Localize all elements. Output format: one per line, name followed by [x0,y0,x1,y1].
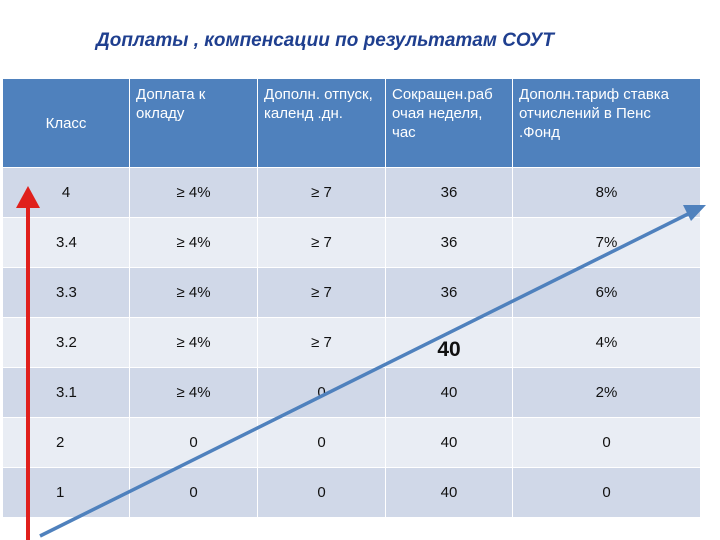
compensation-table: Класс Доплата к окладу Дополн. отпуск, к… [2,78,701,518]
cell-class: 3.3 [2,267,130,318]
cell-leave: 0 [257,367,386,418]
cell-bonus: ≥ 4% [129,167,258,218]
header-extra-leave: Дополн. отпуск, календ .дн. [257,78,386,168]
table-row: 3.4 ≥ 4% ≥ 7 36 7% [2,217,701,268]
header-class: Класс [2,78,130,168]
table-row: 3.1 ≥ 4% 0 40 2% [2,367,701,418]
cell-class: 2 [2,417,130,468]
cell-class: 4 [2,167,130,218]
cell-week: 36 [385,267,513,318]
table-row: 4 ≥ 4% ≥ 7 36 8% [2,167,701,218]
cell-bonus: 0 [129,467,258,518]
table-row: 2 0 0 40 0 [2,417,701,468]
header-pension-rate: Дополн.тариф ставка отчислений в Пенс .Ф… [512,78,701,168]
cell-leave: 0 [257,417,386,468]
table-row: 3.3 ≥ 4% ≥ 7 36 6% [2,267,701,318]
cell-class: 1 [2,467,130,518]
cell-pension: 2% [512,367,701,418]
cell-week-highlight: 40 [437,337,461,361]
cell-bonus: ≥ 4% [129,217,258,268]
cell-week: 36 [385,167,513,218]
cell-pension: 8% [512,167,701,218]
cell-leave: ≥ 7 [257,217,386,268]
cell-class: 3.4 [2,217,130,268]
cell-leave: ≥ 7 [257,267,386,318]
cell-pension: 0 [512,417,701,468]
cell-pension: 4% [512,317,701,368]
cell-pension: 7% [512,217,701,268]
slide-title: Доплаты , компенсации по результатам СОУ… [96,30,554,51]
cell-week: 40 [385,317,513,368]
table-header-row: Класс Доплата к окладу Дополн. отпуск, к… [2,78,701,168]
table-row: 3.2 ≥ 4% ≥ 7 40 4% [2,317,701,368]
header-reduced-week: Сокращен.раб очая неделя, час [385,78,513,168]
cell-leave: 0 [257,467,386,518]
cell-pension: 0 [512,467,701,518]
cell-bonus: ≥ 4% [129,267,258,318]
header-salary-bonus: Доплата к окладу [129,78,258,168]
table-row: 1 0 0 40 0 [2,467,701,518]
cell-week: 36 [385,217,513,268]
cell-bonus: 0 [129,417,258,468]
cell-class: 3.2 [2,317,130,368]
cell-bonus: ≥ 4% [129,317,258,368]
cell-week: 40 [385,467,513,518]
cell-leave: ≥ 7 [257,167,386,218]
cell-leave: ≥ 7 [257,317,386,368]
cell-week: 40 [385,417,513,468]
cell-pension: 6% [512,267,701,318]
cell-class: 3.1 [2,367,130,418]
cell-bonus: ≥ 4% [129,367,258,418]
cell-week: 40 [385,367,513,418]
